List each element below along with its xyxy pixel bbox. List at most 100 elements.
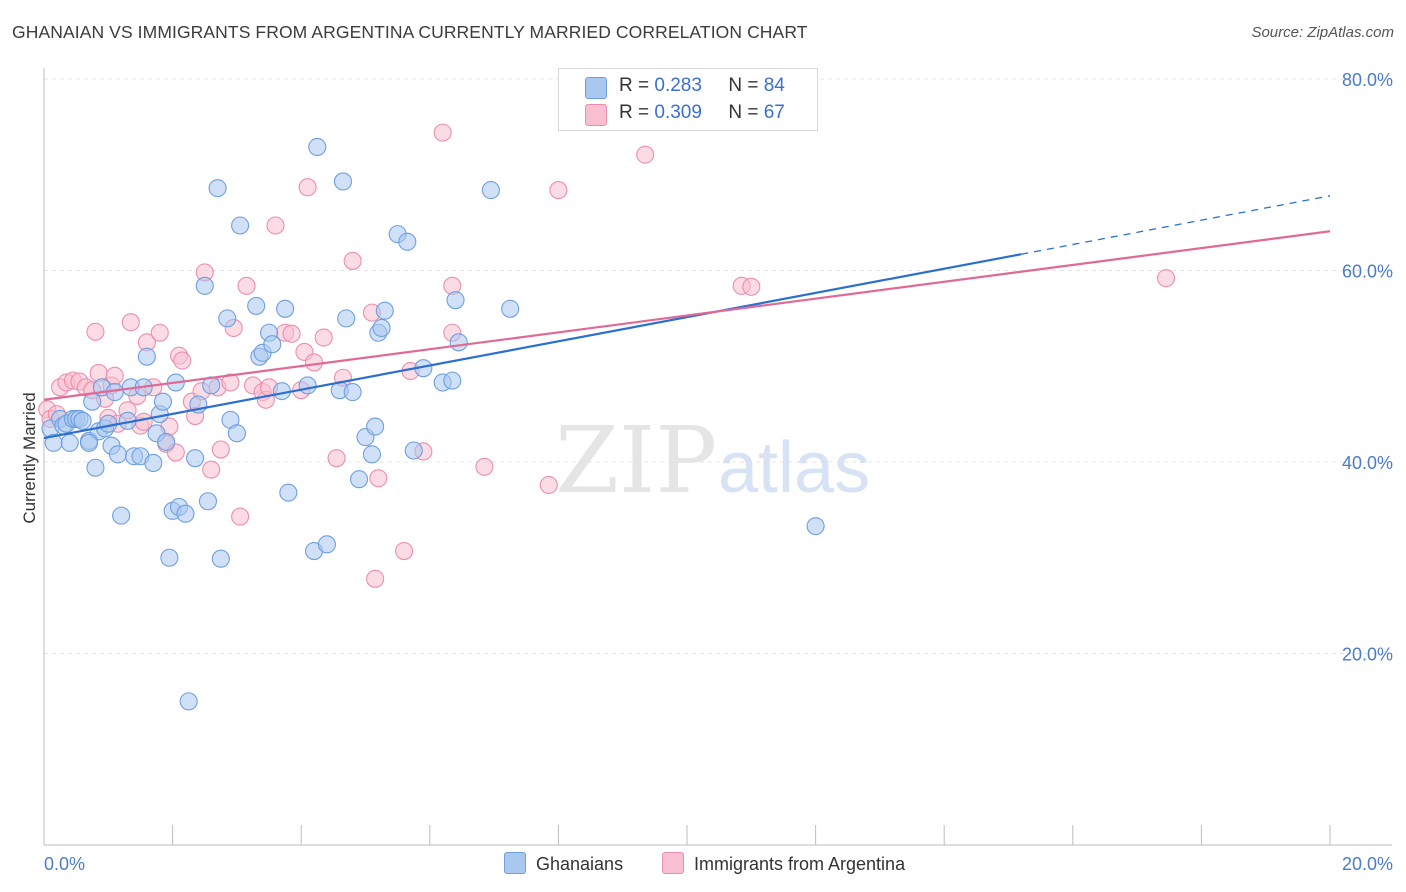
bottom-legend-label-ghanaians: Ghanaians [536,854,624,874]
argentina-point [150,323,169,342]
ghanaian-point [73,411,92,430]
argentina-point [202,460,221,479]
argentina-point [369,469,388,488]
argentina-point [221,373,240,392]
legend-n-value: 84 [763,75,785,96]
legend-r-label: R = [619,75,650,96]
ghanaians-trend-extension [1021,195,1331,255]
argentina-point [475,457,494,476]
trend-lines [43,195,1331,440]
ghanaian-point [372,318,391,338]
ghanaian-point [279,483,298,502]
ghanaian-point [806,517,825,536]
ghanaian-point [157,432,176,451]
ghanaian-point [443,371,462,390]
argentina-point [86,322,105,341]
ghanaian-point [501,299,520,318]
ghanaian-point [227,424,246,443]
ghanaian-point [337,309,356,328]
axes [43,68,1392,846]
legend-text-ghanaians: R = 0.283 N = 84 [619,75,785,97]
tick-labels: 20.0% 40.0% 60.0% 80.0% 0.0% 20.0% [44,70,1393,874]
legend-text-argentina: R = 0.309 N = 67 [619,102,785,124]
ghanaian-point [211,549,230,568]
y-tick-label: 80.0% [1342,70,1393,90]
argentina-point [237,276,256,295]
legend-swatch-blue [585,77,607,99]
ghanaian-point [99,414,118,433]
watermark-zip: ZIP [555,407,717,514]
ghanaian-point [108,445,127,464]
y-tick-label: 20.0% [1342,645,1393,665]
argentina-point [327,449,346,468]
ghanaian-point [144,453,163,473]
ghanaian-point [247,296,266,315]
argentina-point [366,569,385,588]
argentina-point [282,324,301,343]
legend-r-value: 0.283 [654,75,702,96]
ghanaian-point [362,445,381,464]
legend-swatch-pink [585,104,607,126]
bottom-legend-swatch-blue [504,852,526,874]
ghanaian-point [308,137,327,157]
ghanaian-point [86,458,105,477]
ghanaian-point [60,433,79,452]
bottom-legend-ghanaians: Ghanaians [504,852,623,875]
ghanaian-point [276,299,295,318]
y-tick-label: 60.0% [1342,262,1393,282]
ghanaian-point [83,392,102,411]
bottom-legend-label-argentina: Immigrants from Argentina [694,854,906,874]
argentina-point [395,541,414,561]
series-argentina-points [38,123,1176,588]
source-label: Source: ZipAtlas.com [1251,24,1394,41]
ghanaian-point [263,335,282,354]
ghanaian-point [79,433,99,452]
argentina-point [231,507,250,526]
x-tick-label: 20.0% [1342,854,1393,874]
ghanaian-point [198,492,218,511]
legend-r-value: 0.309 [654,102,702,123]
argentina-point [314,328,333,347]
argentina-point [266,216,285,235]
ghanaian-point [375,301,394,320]
argentina-point [211,440,230,459]
bottom-legend-argentina: Immigrants from Argentina [662,852,905,875]
x-tick-label: 0.0% [44,854,85,874]
legend-n-label: N = [728,102,759,123]
grid-lines [44,78,1392,654]
ghanaian-point [218,309,237,328]
ghanaian-point [343,383,362,402]
argentina-point [173,351,192,370]
ghanaians-trend-line [43,253,1022,440]
ghanaian-point [446,291,465,310]
argentina-point [433,123,452,142]
ghanaian-point [350,470,369,489]
ghanaian-point [179,692,198,711]
legend: R = 0.283 N = 84 R = 0.309 N = 67 [558,68,818,131]
legend-n-value: 67 [763,102,785,123]
argentina-point [1156,269,1176,288]
argentina-point [636,145,655,164]
ghanaian-point [366,417,385,436]
ghanaian-point [176,504,195,523]
bottom-legend-swatch-pink [662,852,684,874]
argentina-trend-line [43,230,1331,401]
y-axis-label: Currently Married [20,392,39,523]
watermark-atlas: atlas [718,428,870,508]
argentina-point [549,181,568,200]
legend-n-label: N = [728,75,759,96]
ghanaian-point [137,347,156,366]
argentina-point [742,277,761,296]
ghanaian-point [231,216,250,235]
ghanaian-point [153,392,173,411]
chart-title: GHANAIAN VS IMMIGRANTS FROM ARGENTINA CU… [12,22,808,42]
ghanaian-point [317,535,336,554]
legend-r-label: R = [619,102,650,123]
ghanaian-point [333,172,353,191]
y-tick-label: 40.0% [1342,453,1393,473]
argentina-point [121,313,140,332]
ghanaian-point [208,179,227,198]
argentina-point [343,251,362,270]
ghanaian-point [398,232,417,251]
